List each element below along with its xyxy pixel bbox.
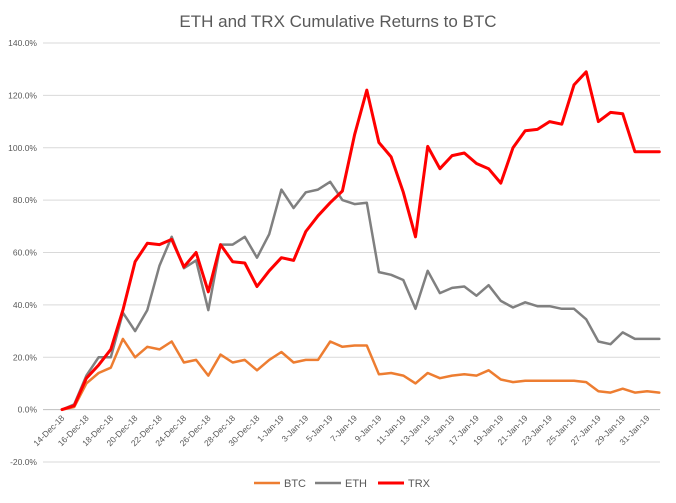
- y-tick-label: 40.0%: [13, 300, 38, 310]
- y-tick-label: 0.0%: [18, 405, 38, 415]
- y-tick-label: 60.0%: [13, 248, 38, 258]
- y-tick-label: 140.0%: [8, 38, 37, 48]
- legend-label-btc: BTC: [284, 478, 306, 490]
- y-tick-label: 20.0%: [13, 352, 38, 362]
- y-tick-label: 80.0%: [13, 195, 38, 205]
- y-axis-ticks: -20.0% 0.0% 20.0% 40.0% 60.0% 80.0% 100.0% 120.…: [8, 38, 37, 467]
- y-tick-label: -20.0%: [10, 457, 37, 467]
- legend: BTC ETH TRX: [254, 478, 431, 490]
- series-line-eth: [60, 180, 661, 411]
- gridlines: [43, 42, 660, 463]
- series-line-trx: [60, 70, 661, 412]
- series-line-btc: [60, 337, 661, 411]
- legend-label-trx: TRX: [408, 478, 431, 490]
- y-tick-label: 100.0%: [8, 143, 37, 153]
- y-tick-label: 120.0%: [8, 90, 37, 100]
- chart-title: ETH and TRX Cumulative Returns to BTC: [179, 12, 496, 31]
- legend-label-eth: ETH: [345, 478, 367, 490]
- series-lines: [60, 70, 661, 412]
